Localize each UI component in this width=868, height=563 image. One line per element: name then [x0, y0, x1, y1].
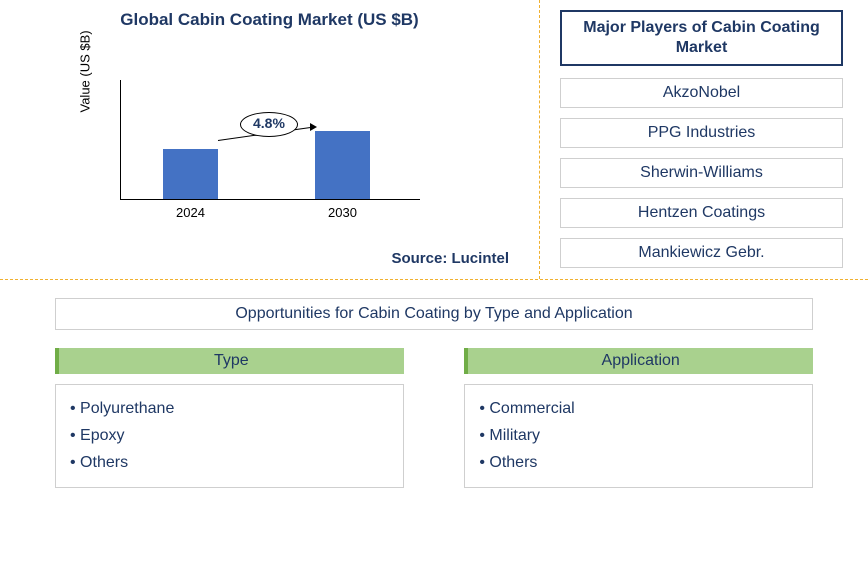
players-panel: Major Players of Cabin Coating Market Ak… — [540, 0, 868, 279]
players-title: Major Players of Cabin Coating Market — [560, 10, 843, 66]
player-item: Sherwin-Williams — [560, 158, 843, 188]
opportunities-section: Opportunities for Cabin Coating by Type … — [0, 280, 868, 488]
list-item: • Epoxy — [70, 422, 389, 449]
bar-2024 — [163, 149, 218, 199]
cagr-arrow-head-icon — [310, 123, 317, 131]
bar-2030 — [315, 131, 370, 199]
list-item-label: Others — [489, 454, 537, 471]
player-item: Hentzen Coatings — [560, 198, 843, 228]
opps-list-application: • Commercial • Military • Others — [464, 384, 813, 488]
list-item-label: Polyurethane — [80, 400, 174, 417]
chart-panel: Global Cabin Coating Market (US $B) Valu… — [0, 0, 540, 279]
player-item: Mankiewicz Gebr. — [560, 238, 843, 268]
y-axis-label: Value (US $B) — [78, 30, 93, 112]
x-label-2030: 2030 — [315, 205, 370, 220]
list-item-label: Others — [80, 454, 128, 471]
list-item: • Commercial — [479, 395, 798, 422]
cagr-callout: 4.8% — [240, 112, 298, 137]
player-item: PPG Industries — [560, 118, 843, 148]
opps-header-application: Application — [464, 348, 813, 374]
opps-header-type: Type — [55, 348, 404, 374]
x-axis-line — [120, 199, 420, 200]
list-item: • Polyurethane — [70, 395, 389, 422]
opportunities-title: Opportunities for Cabin Coating by Type … — [55, 298, 813, 330]
opps-col-type: Type • Polyurethane • Epoxy • Others — [55, 348, 404, 488]
chart-title: Global Cabin Coating Market (US $B) — [0, 10, 539, 30]
source-label: Source: Lucintel — [391, 250, 509, 267]
top-row: Global Cabin Coating Market (US $B) Valu… — [0, 0, 868, 280]
opps-list-type: • Polyurethane • Epoxy • Others — [55, 384, 404, 488]
x-label-2024: 2024 — [163, 205, 218, 220]
y-axis-line — [120, 80, 121, 200]
list-item-label: Commercial — [489, 400, 574, 417]
list-item: • Others — [479, 449, 798, 476]
player-item: AkzoNobel — [560, 78, 843, 108]
opportunities-row: Type • Polyurethane • Epoxy • Others App… — [55, 348, 813, 488]
chart-area: 2024 2030 4.8% — [120, 80, 420, 200]
list-item: • Others — [70, 449, 389, 476]
list-item-label: Military — [489, 427, 540, 444]
list-item: • Military — [479, 422, 798, 449]
opps-col-application: Application • Commercial • Military • Ot… — [464, 348, 813, 488]
list-item-label: Epoxy — [80, 427, 124, 444]
